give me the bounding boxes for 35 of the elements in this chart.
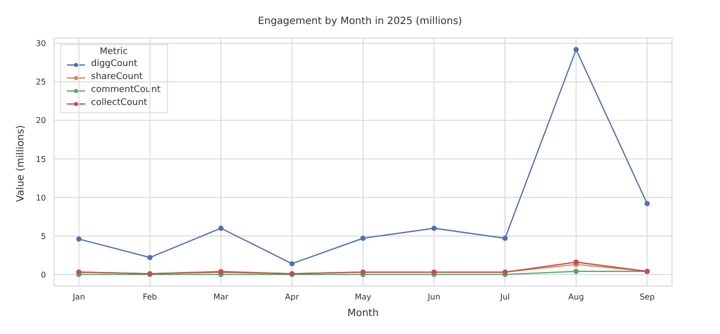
point — [289, 261, 295, 266]
y-tick-label: 0 — [40, 270, 46, 280]
legend-label: diggCount — [91, 58, 138, 71]
x-tick-label: May — [354, 292, 372, 302]
point — [218, 226, 224, 231]
x-axis-title: Month — [347, 308, 379, 319]
legend-label: collectCount — [91, 97, 148, 110]
point — [360, 236, 366, 241]
legend-label: shareCount — [91, 71, 143, 84]
legend-title: Metric — [98, 47, 129, 57]
y-axis-title: Value (millions) — [16, 124, 27, 202]
point — [76, 236, 82, 242]
x-tick-label: Jun — [426, 292, 440, 302]
point — [574, 46, 579, 52]
x-tick-label: Jan — [72, 292, 86, 302]
x-tick-label: Jul — [499, 292, 510, 302]
x-tick-label: Apr — [285, 292, 300, 302]
point — [644, 200, 650, 206]
y-tick-label: 15 — [36, 154, 46, 164]
point — [147, 254, 152, 260]
y-tick-label: 20 — [36, 116, 46, 126]
y-tick-label: 5 — [40, 232, 46, 241]
y-tick-label: 30 — [36, 39, 46, 48]
point — [431, 226, 437, 231]
point — [574, 268, 579, 274]
y-tick-label: 10 — [36, 193, 46, 202]
point — [574, 260, 579, 265]
point — [502, 236, 508, 241]
legend-label: commentCount — [91, 84, 160, 97]
x-tick-label: Mar — [213, 292, 230, 302]
y-tick-label: 25 — [36, 78, 46, 87]
x-tick-label: Feb — [142, 292, 157, 302]
x-tick-label: Sep — [640, 292, 655, 302]
chart-title: Engagement by Month in 2025 (millions) — [256, 16, 464, 27]
x-tick-label: Aug — [568, 292, 584, 302]
